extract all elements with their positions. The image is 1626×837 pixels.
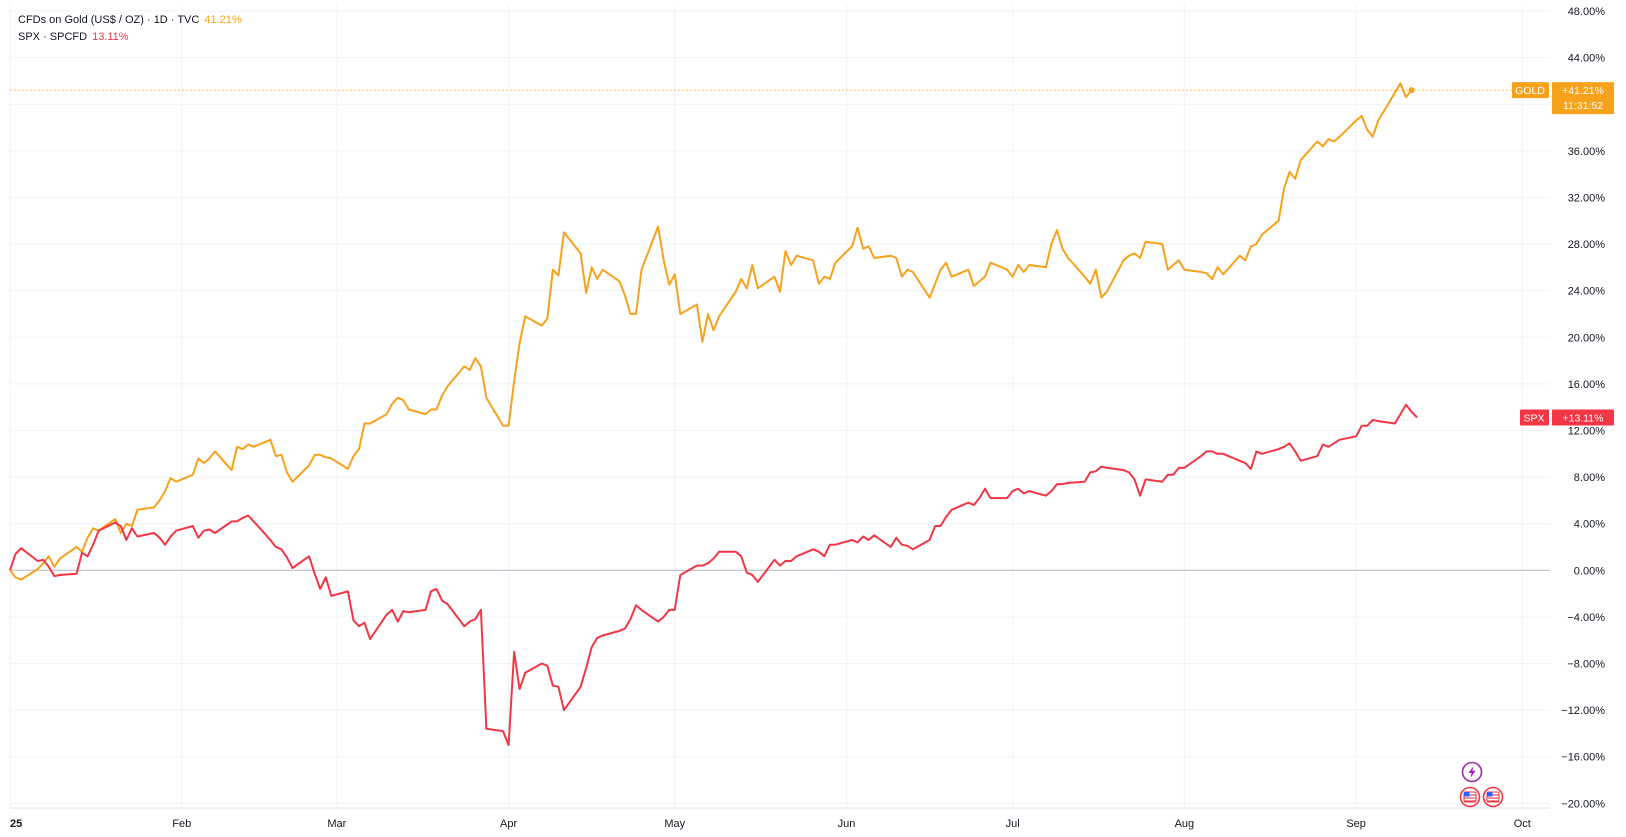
us-flag-icon[interactable]: [1482, 786, 1504, 808]
y-tick-label: 44.00%: [1568, 53, 1606, 65]
gold-badge-name: GOLD: [1515, 85, 1545, 97]
y-tick-label: 8.00%: [1574, 472, 1605, 484]
last-point-marker: [1408, 87, 1415, 94]
legend-value: 41.21%: [204, 14, 242, 26]
y-tick-label: 16.00%: [1568, 379, 1606, 391]
price-axis[interactable]: 48.00%44.00%40.00%36.00%32.00%28.00%24.0…: [1561, 6, 1605, 810]
x-tick-label: 25: [10, 818, 22, 830]
gold-price-badge: GOLD +41.21% 11:31:52: [1512, 82, 1614, 115]
time-axis[interactable]: 25 Feb Mar Apr May Jun Jul Aug Sep Oct: [10, 818, 1531, 830]
lightning-icon[interactable]: [1461, 761, 1483, 783]
y-tick-label: 24.00%: [1568, 286, 1606, 298]
x-tick-label: Mar: [327, 818, 346, 830]
legend-row-spx[interactable]: SPX · SPCFD 13.11%: [18, 29, 242, 46]
y-tick-label: −4.00%: [1567, 612, 1605, 624]
y-tick-label: 4.00%: [1574, 519, 1605, 531]
y-tick-label: 28.00%: [1568, 239, 1606, 251]
x-tick-label: Apr: [500, 818, 517, 830]
y-tick-label: −12.00%: [1561, 705, 1605, 717]
y-tick-label: 36.00%: [1568, 146, 1606, 158]
spx-price-badge: SPX +13.11%: [1520, 409, 1614, 426]
y-tick-label: 32.00%: [1568, 192, 1606, 204]
event-icons[interactable]: [1459, 761, 1504, 808]
y-tick-label: −16.00%: [1561, 752, 1605, 764]
y-tick-label: −20.00%: [1561, 798, 1605, 810]
us-flag-icon[interactable]: [1459, 786, 1481, 808]
legend-label: SPX · SPCFD: [18, 31, 88, 43]
series-line-spx[interactable]: [9, 403, 1418, 747]
x-tick-label: May: [664, 818, 685, 830]
gold-badge-time: 11:31:52: [1563, 100, 1603, 112]
gold-badge-value: +41.21%: [1562, 85, 1604, 97]
y-tick-label: −8.00%: [1567, 659, 1605, 671]
x-tick-label: Feb: [172, 818, 191, 830]
y-tick-label: 0.00%: [1574, 565, 1605, 577]
series-layer[interactable]: [9, 82, 1418, 747]
x-tick-label: Aug: [1175, 818, 1195, 830]
legend-value: 13.11%: [92, 31, 129, 43]
legend: CFDs on Gold (US$ / OZ) · 1D · TVC 41.21%…: [18, 12, 242, 46]
x-tick-label: Jul: [1006, 818, 1020, 830]
y-tick-label: 12.00%: [1568, 425, 1606, 437]
y-tick-label: 48.00%: [1568, 6, 1606, 18]
x-tick-label: Sep: [1346, 818, 1366, 830]
price-badges: GOLD +41.21% 11:31:52 SPX +13.11%: [1512, 82, 1614, 426]
series-line-gold[interactable]: [9, 82, 1413, 581]
spx-badge-value: +13.11%: [1563, 413, 1604, 425]
y-tick-label: 20.00%: [1568, 332, 1606, 344]
legend-label: CFDs on Gold (US$ / OZ) · 1D · TVC: [18, 14, 200, 26]
x-tick-label: Jun: [838, 818, 856, 830]
x-tick-label: Oct: [1514, 818, 1531, 830]
legend-row-gold[interactable]: CFDs on Gold (US$ / OZ) · 1D · TVC 41.21%: [18, 12, 242, 29]
spx-badge-name: SPX: [1523, 413, 1544, 425]
grid: [9, 4, 1550, 809]
